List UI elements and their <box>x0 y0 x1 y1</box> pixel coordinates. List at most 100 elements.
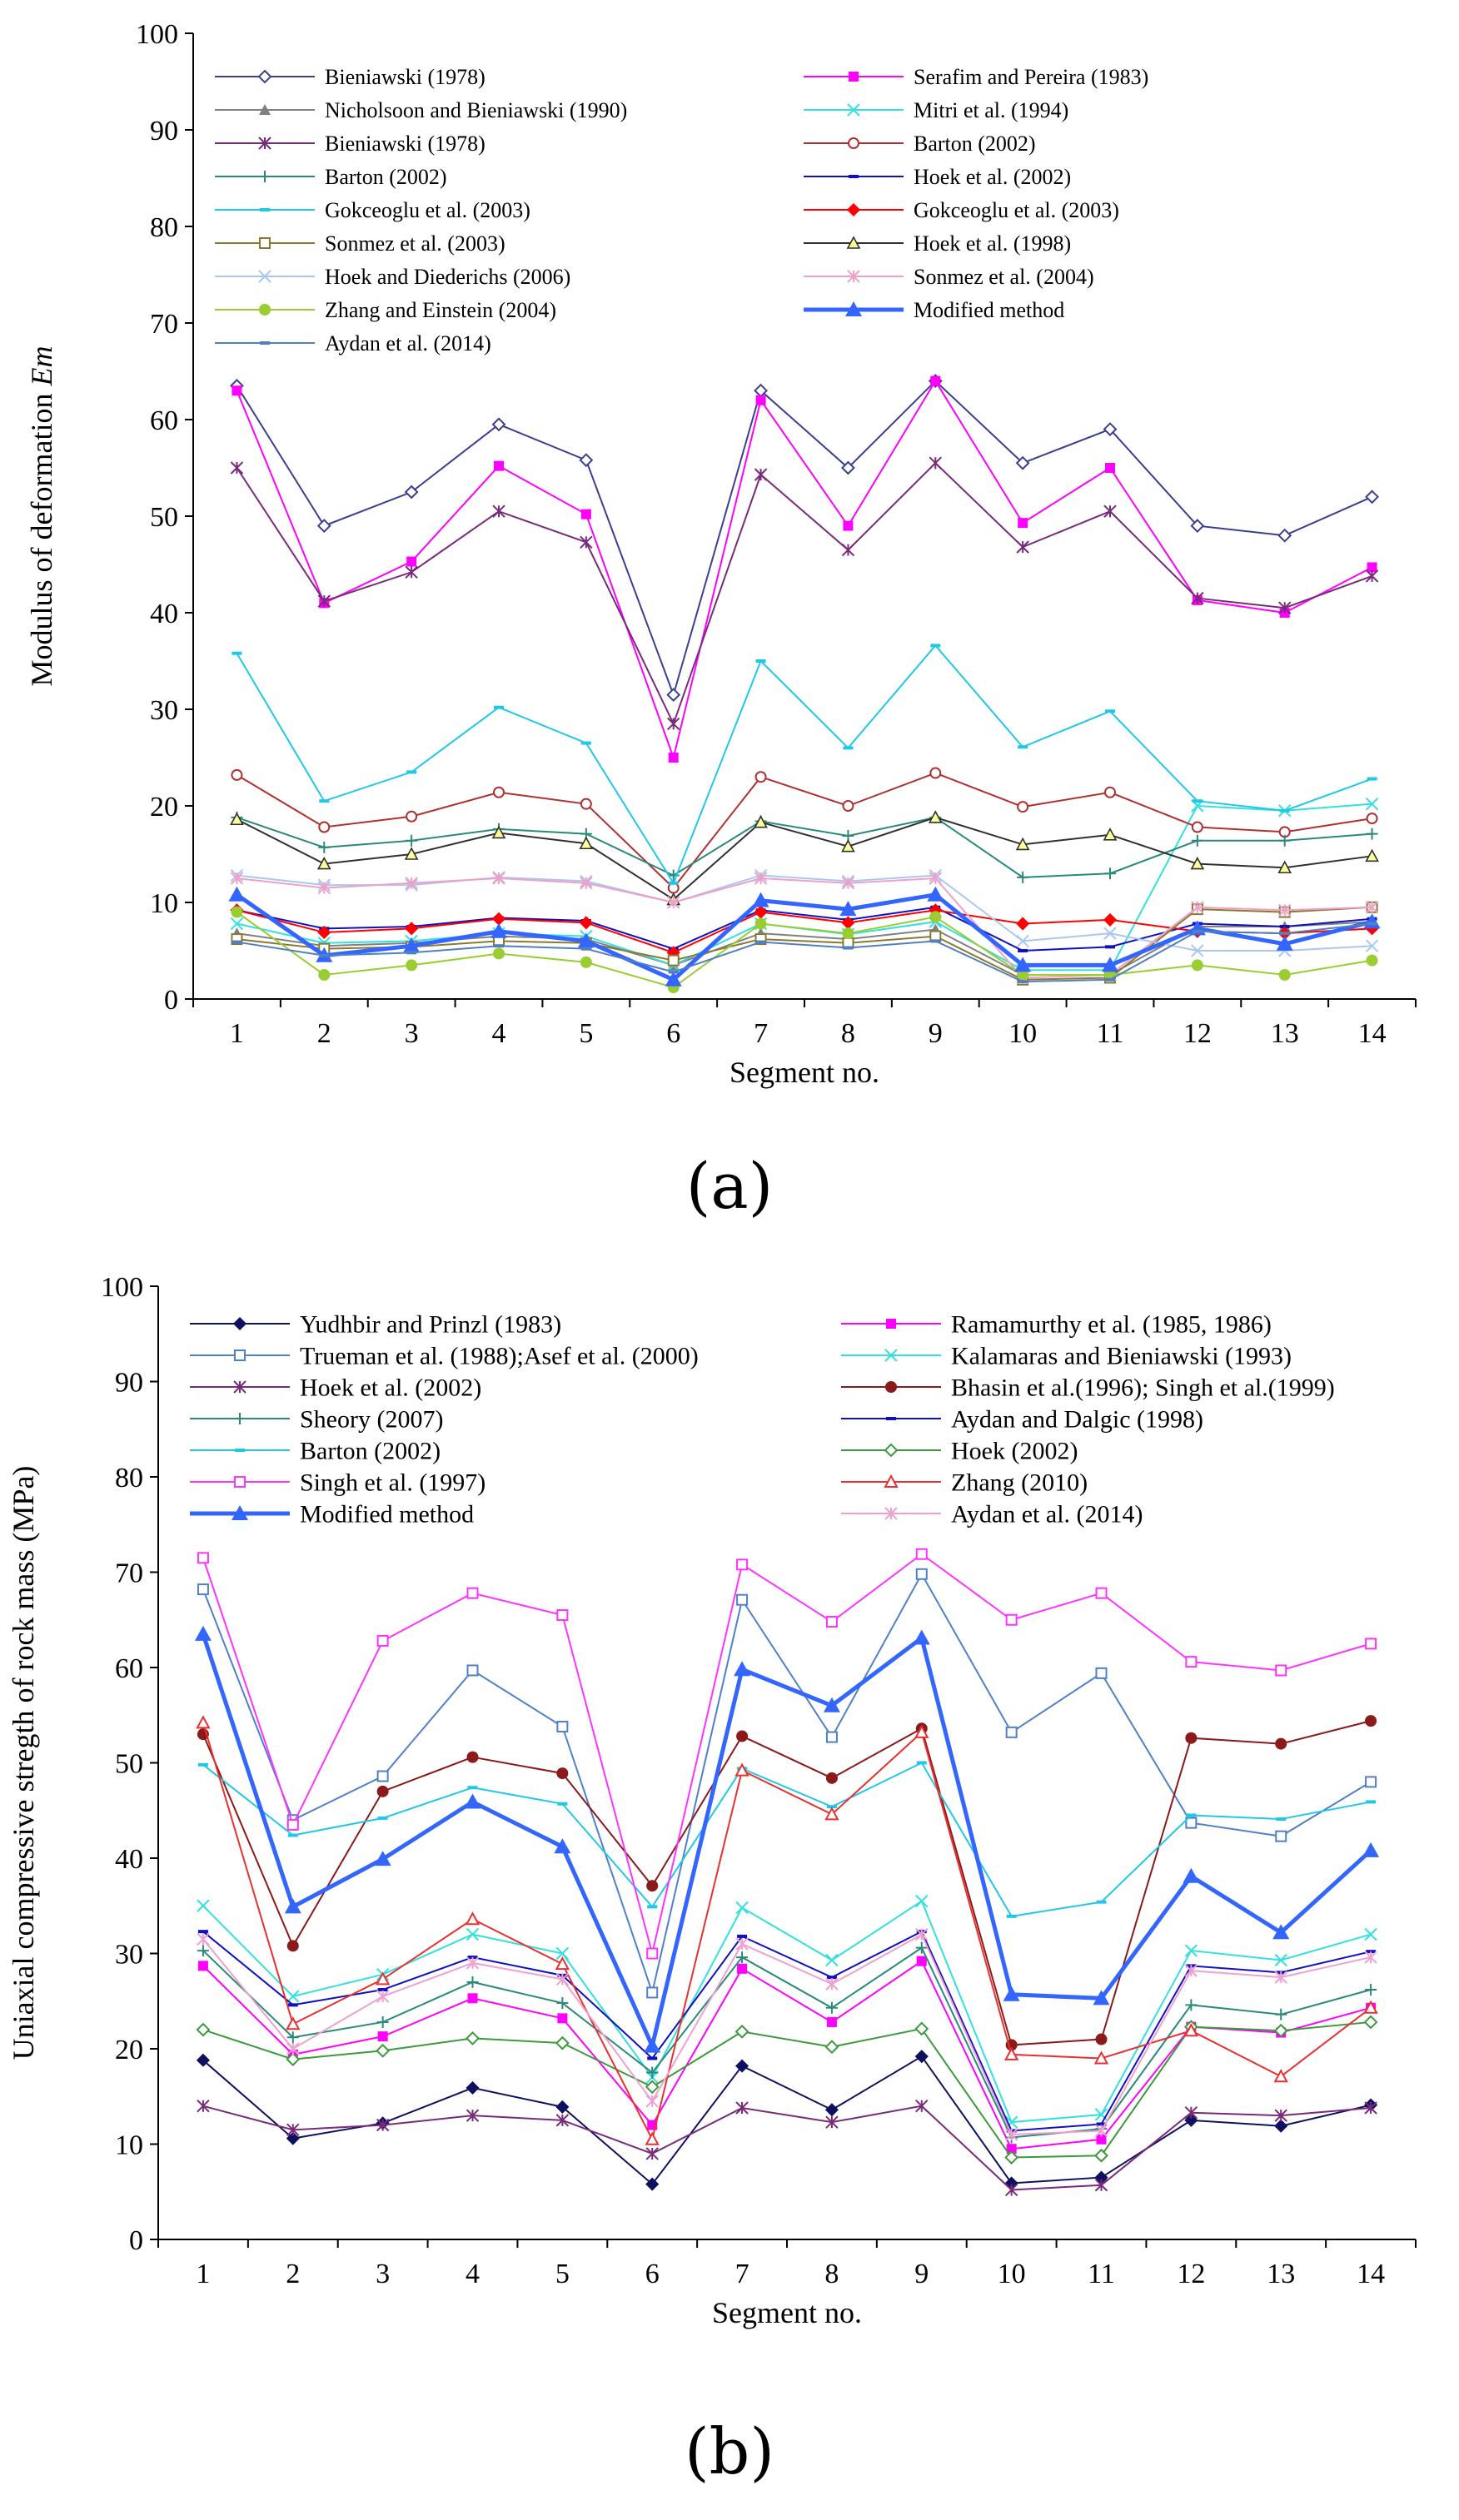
data-point <box>1184 2113 1198 2127</box>
legend-swatch-marker <box>849 175 859 178</box>
data-point <box>1191 944 1204 957</box>
data-point <box>466 1956 480 1970</box>
x-tick-label: 9 <box>914 2259 929 2289</box>
legend-label: Aydan et al. (2014) <box>325 331 491 355</box>
data-point <box>1364 1951 1377 1964</box>
legend-entry: Barton (2002) <box>190 1438 441 1465</box>
data-point <box>841 460 855 475</box>
legend-swatch-marker <box>848 137 859 149</box>
data-point <box>930 375 941 386</box>
data-point <box>1273 2023 1288 2038</box>
series-line <box>237 909 1372 954</box>
data-point <box>1365 490 1379 504</box>
data-point <box>930 644 941 648</box>
data-point <box>406 951 417 955</box>
data-point <box>825 1977 839 1991</box>
x-tick-label: 2 <box>317 1018 331 1049</box>
data-point <box>1184 1964 1198 1977</box>
data-point <box>580 535 593 549</box>
data-point <box>1004 2150 1019 2165</box>
series-line <box>236 461 1372 727</box>
data-point <box>735 1937 749 1951</box>
series-line <box>202 2055 1372 2186</box>
data-point <box>1016 540 1029 554</box>
data-point <box>231 906 243 918</box>
y-tick-label: 30 <box>115 1940 143 1971</box>
data-point <box>406 959 418 972</box>
data-point <box>1363 913 1381 929</box>
data-point <box>318 969 331 981</box>
panel-label-a: (a) <box>685 1149 774 1223</box>
legend-swatch-marker <box>232 1316 247 1331</box>
series-line <box>236 379 1373 761</box>
data-point <box>1362 1842 1380 1857</box>
data-point <box>839 901 857 917</box>
legend-swatch-marker <box>884 1349 898 1362</box>
data-point <box>1014 957 1032 972</box>
legend-entry: Sonmez et al. (2004) <box>804 265 1094 289</box>
data-point <box>377 1816 388 1820</box>
data-point <box>1192 929 1203 933</box>
data-point <box>1015 837 1030 851</box>
data-point <box>1365 569 1379 583</box>
data-point <box>1105 709 1115 713</box>
data-point <box>1364 1927 1377 1941</box>
legend-swatch-marker <box>258 137 271 150</box>
series-3 <box>230 797 1379 977</box>
y-axis-label: Modulus of deformation Em <box>25 346 58 687</box>
data-point <box>491 417 506 432</box>
x-tick-label: 5 <box>555 2259 570 2289</box>
data-point <box>231 768 243 781</box>
legend-entry: Sonmez et al. (2003) <box>215 231 505 256</box>
data-point <box>1275 2008 1287 2020</box>
data-point <box>287 2003 298 2007</box>
data-point <box>668 753 679 763</box>
data-point <box>316 856 331 870</box>
data-point <box>646 1947 659 1960</box>
legend-entry: Zhang and Einstein (2004) <box>215 298 556 322</box>
legend-swatch-marker <box>846 236 861 249</box>
data-point <box>754 468 768 481</box>
data-point <box>825 1616 838 1628</box>
data-point <box>466 1751 479 1763</box>
data-point <box>1367 777 1377 781</box>
legend-label: Nicholsoon and Bieniawski (1990) <box>325 98 627 122</box>
data-point <box>1103 828 1118 841</box>
data-point <box>1103 422 1118 437</box>
series-4 <box>230 456 1379 731</box>
data-point <box>555 1946 570 1961</box>
data-point <box>555 2035 570 2050</box>
data-point <box>929 911 942 923</box>
data-point <box>915 1548 928 1560</box>
data-point <box>1274 1971 1287 1984</box>
data-point <box>928 810 943 823</box>
data-point <box>316 519 331 534</box>
data-point <box>1184 2106 1198 2120</box>
data-point <box>1094 2179 1108 2192</box>
legend-entry: Trueman et al. (1988);Asef et al. (2000) <box>190 1343 699 1370</box>
series-line <box>236 911 1372 989</box>
data-point <box>1366 1800 1377 1804</box>
legend-swatch-marker <box>847 270 860 283</box>
legend-swatch-marker <box>234 1476 246 1488</box>
data-point <box>1096 1900 1107 1904</box>
data-point <box>929 767 942 779</box>
legend-label: Zhang (2010) <box>951 1469 1088 1497</box>
y-tick-label: 40 <box>150 599 178 629</box>
x-tick-label: 7 <box>754 1018 768 1049</box>
data-point <box>286 1940 299 1952</box>
data-point <box>1018 980 1028 984</box>
legend-swatch-marker <box>884 1474 899 1488</box>
data-point <box>841 877 855 890</box>
data-point <box>826 1805 837 1809</box>
data-point <box>319 953 330 957</box>
legend-swatch-marker <box>886 1319 896 1329</box>
data-point <box>376 2043 391 2058</box>
data-point <box>824 1807 839 1821</box>
legend-entry: Ramamurthy et al. (1985, 1986) <box>841 1311 1272 1339</box>
x-tick-label: 6 <box>666 1018 680 1049</box>
data-point <box>1104 786 1116 798</box>
data-point <box>403 937 421 953</box>
data-point <box>406 770 417 774</box>
